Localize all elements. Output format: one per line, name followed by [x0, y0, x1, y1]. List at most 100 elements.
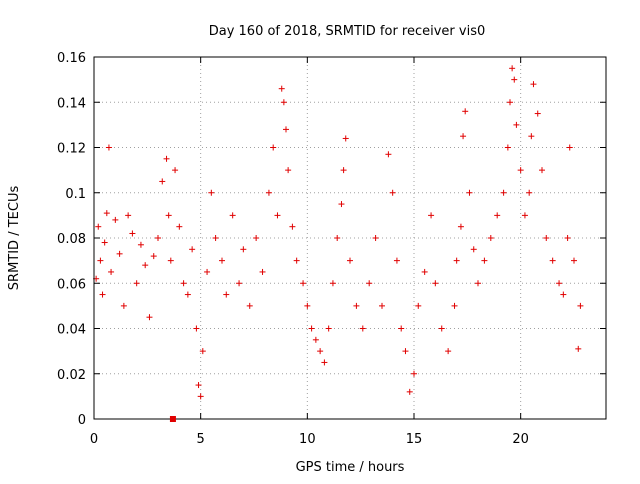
x-tick-label: 20: [512, 432, 529, 447]
x-tick-label: 10: [299, 432, 316, 447]
data-point: [120, 302, 127, 309]
data-point: [398, 325, 405, 332]
data-point: [470, 246, 477, 253]
data-point: [240, 246, 247, 253]
data-point: [517, 167, 524, 174]
data-point: [530, 81, 537, 88]
data-point: [556, 280, 563, 287]
data-point: [415, 302, 422, 309]
data-point: [509, 65, 516, 72]
y-tick-label: 0.02: [57, 368, 86, 383]
grid: [94, 57, 606, 419]
data-point: [116, 250, 123, 257]
data-point: [125, 212, 132, 219]
y-tick-label: 0: [78, 413, 86, 428]
data-point: [366, 280, 373, 287]
y-tick-label: 0.04: [57, 323, 86, 338]
data-point: [172, 167, 179, 174]
data-point: [494, 212, 501, 219]
data-point: [353, 302, 360, 309]
data-point: [193, 325, 200, 332]
data-point: [543, 235, 550, 241]
y-axis-label: SRMTID / TECUs: [7, 186, 22, 291]
data-point: [195, 382, 202, 389]
data-point: [212, 235, 219, 241]
y-tick-label: 0.12: [57, 142, 86, 157]
data-point: [511, 76, 518, 83]
y-tick-label: 0.08: [57, 232, 86, 247]
x-tick-label: 5: [197, 432, 205, 447]
data-point: [274, 212, 281, 219]
data-point: [155, 235, 161, 241]
data-point: [428, 212, 435, 219]
data-point: [421, 268, 428, 275]
data-point: [223, 291, 230, 298]
data-point: [534, 110, 541, 117]
data-point: [184, 291, 191, 298]
data-point: [270, 144, 277, 151]
data-point: [451, 302, 458, 309]
data-point: [142, 262, 149, 269]
data-point: [457, 223, 464, 230]
data-point: [500, 189, 507, 196]
data-point: [406, 388, 413, 395]
data-point: [528, 133, 535, 140]
data-point: [229, 212, 236, 219]
data-point: [99, 291, 106, 298]
data-point: [372, 235, 379, 241]
data-point: [411, 370, 417, 377]
data-point: [189, 246, 196, 253]
outage-marker: [169, 416, 176, 422]
y-tick-label: 0.16: [57, 51, 86, 66]
data-point: [163, 155, 170, 162]
data-point: [304, 302, 311, 309]
data-point: [481, 257, 488, 264]
data-point: [293, 257, 300, 264]
data-point: [259, 268, 266, 275]
data-point: [280, 99, 287, 106]
data-point: [129, 230, 136, 237]
data-point: [359, 325, 366, 332]
data-point: [108, 268, 115, 275]
data-point: [97, 257, 104, 264]
data-point: [334, 235, 341, 241]
data-point: [402, 348, 409, 355]
data-point: [487, 235, 494, 241]
chart-title: Day 160 of 2018, SRMTID for receiver vis…: [209, 24, 486, 39]
data-point: [137, 241, 144, 248]
data-point: [199, 348, 206, 355]
data-point: [278, 85, 285, 92]
data-point: [460, 133, 467, 140]
data-point: [208, 189, 215, 196]
data-point: [105, 144, 112, 151]
data-point: [379, 302, 385, 309]
data-point: [317, 348, 324, 355]
data-point: [432, 280, 439, 287]
data-point: [197, 393, 204, 400]
data-point: [504, 144, 511, 151]
data-point: [539, 167, 545, 174]
data-points: [93, 65, 584, 400]
data-point: [103, 210, 110, 217]
data-point: [453, 257, 460, 264]
data-point: [150, 253, 157, 260]
data-point: [146, 314, 153, 321]
data-point: [204, 268, 211, 275]
data-point: [325, 325, 332, 332]
data-point: [285, 167, 292, 174]
data-point: [176, 223, 183, 230]
data-point: [165, 212, 172, 219]
data-point: [566, 144, 573, 151]
data-point: [549, 257, 556, 264]
data-point: [253, 235, 260, 241]
data-point: [507, 99, 513, 106]
x-tick-label: 0: [90, 432, 98, 447]
data-point: [180, 280, 187, 287]
data-point: [575, 345, 582, 352]
data-point: [445, 348, 452, 355]
y-tick-label: 0.14: [57, 96, 86, 111]
data-point: [133, 280, 140, 287]
data-point: [466, 189, 473, 196]
